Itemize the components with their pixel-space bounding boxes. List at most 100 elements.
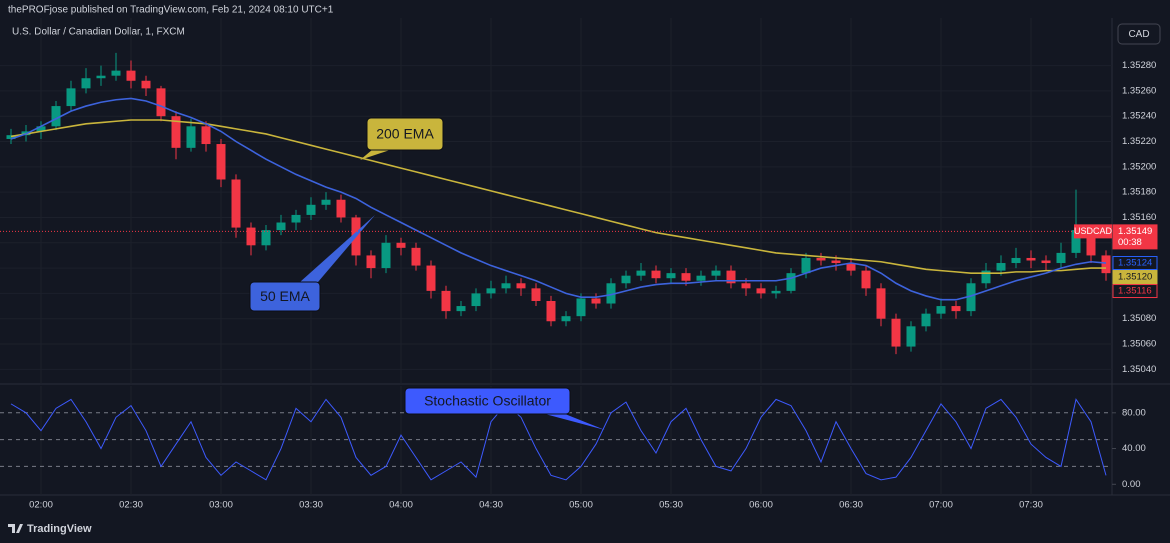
y-tick-label: 1.35260 <box>1122 85 1156 96</box>
candle-body <box>426 265 436 291</box>
candle-body <box>756 288 766 294</box>
y-tick-label: 1.35040 <box>1122 364 1156 375</box>
y-tick-label: 0.00 <box>1122 479 1141 490</box>
header-text: thePROFjose published on TradingView.com… <box>8 5 334 16</box>
candle-body <box>1026 257 1036 261</box>
x-tick-label: 02:00 <box>29 500 53 511</box>
callout-box <box>366 117 444 151</box>
candle-body <box>696 275 706 281</box>
candle-body <box>726 270 736 284</box>
candle-body <box>561 316 571 322</box>
candle-body <box>516 283 526 289</box>
candle-body <box>816 257 826 261</box>
candle-body <box>126 70 136 81</box>
chart-title: U.S. Dollar / Canadian Dollar, 1, FXCM <box>12 27 185 38</box>
candle-body <box>831 260 841 264</box>
x-tick-label: 05:30 <box>659 500 683 511</box>
x-tick-label: 04:30 <box>479 500 503 511</box>
candle-body <box>111 70 121 76</box>
y-tick-label: 40.00 <box>1122 443 1146 454</box>
candle-body <box>666 273 676 279</box>
callout-label: Stochastic Oscillator <box>424 393 551 409</box>
candle-body <box>471 293 481 307</box>
candle-body <box>606 283 616 304</box>
candle-body <box>66 88 76 107</box>
candle-body <box>681 273 691 281</box>
candle-body <box>846 263 856 271</box>
x-tick-label: 05:00 <box>569 500 593 511</box>
y-tick-label: 1.35160 <box>1122 212 1156 223</box>
candle-body <box>336 199 346 218</box>
candle-body <box>966 283 976 312</box>
candle-body <box>261 230 271 246</box>
candle-body <box>441 290 451 312</box>
candle-body <box>231 179 241 228</box>
candle-body <box>771 290 781 294</box>
candle-body <box>651 270 661 279</box>
candle-body <box>981 270 991 284</box>
candle-body <box>636 270 646 276</box>
candle-body <box>36 126 46 132</box>
tradingview-logo: TradingView <box>8 523 92 535</box>
candle-body <box>1086 230 1096 256</box>
candle-body <box>936 306 946 314</box>
candle-body <box>891 318 901 347</box>
candle-body <box>291 214 301 223</box>
candle-body <box>276 222 286 231</box>
candle-body <box>381 242 391 269</box>
ema-line <box>10 97 1107 301</box>
candle-body <box>216 144 226 180</box>
candle-body <box>951 306 961 312</box>
candle-body <box>591 298 601 304</box>
candle-body <box>51 106 61 127</box>
candle-body <box>786 273 796 291</box>
candle-body <box>741 283 751 289</box>
y-tick-label: 1.35280 <box>1122 60 1156 71</box>
symbol-tag <box>1074 224 1112 239</box>
candle-body <box>81 78 91 89</box>
candle-body <box>96 75 106 79</box>
price-tag-label: 1.35120 <box>1118 272 1152 283</box>
currency-button[interactable] <box>1117 23 1161 45</box>
x-tick-label: 03:30 <box>299 500 323 511</box>
candle-body <box>801 257 811 274</box>
y-tick-label: 1.35180 <box>1122 187 1156 198</box>
logo-icon <box>8 524 23 533</box>
candle-body <box>171 116 181 148</box>
candle-body <box>6 135 16 139</box>
candle-body <box>1071 230 1081 253</box>
candle-body <box>156 88 166 117</box>
callout-label: 50 EMA <box>260 288 310 304</box>
candle-body <box>501 283 511 289</box>
candle-body <box>366 255 376 269</box>
y-tick-label: 1.35220 <box>1122 136 1156 147</box>
candle-body <box>396 242 406 248</box>
candle-body <box>861 270 871 289</box>
callout-label: 200 EMA <box>376 126 434 142</box>
price-tag <box>1112 256 1158 271</box>
candle-body <box>201 126 211 145</box>
price-tag <box>1112 224 1158 250</box>
candle-body <box>876 288 886 319</box>
x-tick-label: 02:30 <box>119 500 143 511</box>
candle-body <box>1011 257 1021 264</box>
candle-body <box>621 275 631 284</box>
candle-body <box>306 204 316 215</box>
candle-body <box>1041 260 1051 264</box>
callout-box <box>249 281 321 312</box>
candle-body <box>906 326 916 347</box>
price-tag <box>1112 284 1158 299</box>
candle-body <box>576 298 586 317</box>
callout-pointer <box>360 150 390 160</box>
x-tick-label: 07:00 <box>929 500 953 511</box>
currency-label[interactable]: CAD <box>1128 29 1149 40</box>
candle-body <box>531 288 541 301</box>
candle-body <box>486 288 496 294</box>
x-tick-label: 06:00 <box>749 500 773 511</box>
candle-body <box>411 247 421 266</box>
price-tag-label: 1.35124 <box>1118 258 1152 269</box>
x-tick-label: 06:30 <box>839 500 863 511</box>
price-countdown: 00:38 <box>1118 237 1142 248</box>
callout-pointer <box>300 215 375 282</box>
